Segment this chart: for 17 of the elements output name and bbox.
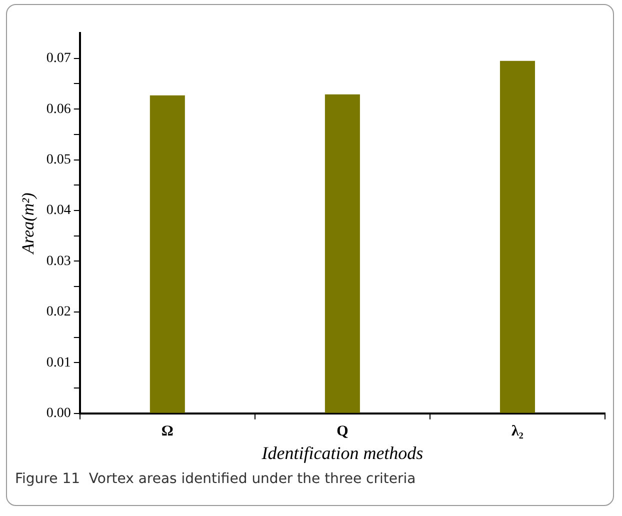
caption: Figure 11 Vortex areas identified under the three criteria — [15, 471, 416, 487]
y-tick-label: 0.01 — [46, 355, 71, 370]
y-tick-label: 0.05 — [46, 152, 71, 168]
x-tick-label: Ω — [161, 423, 174, 440]
bar — [500, 60, 535, 413]
y-tick-label: 0.06 — [46, 102, 71, 117]
y-tick-label: 0.04 — [46, 203, 71, 218]
y-tick-label: 0.02 — [46, 304, 71, 320]
bar — [324, 94, 360, 413]
y-axis-title: Area(m²) — [18, 192, 38, 255]
x-axis-title: Identification methods — [260, 442, 424, 463]
y-tick-label: 0.00 — [46, 406, 71, 422]
y-tick-label: 0.03 — [46, 254, 71, 269]
x-tick-label: Q — [336, 423, 349, 440]
y-tick-label: 0.07 — [46, 51, 71, 66]
bar — [150, 95, 185, 413]
x-tick-label: λ₂ — [512, 423, 524, 440]
